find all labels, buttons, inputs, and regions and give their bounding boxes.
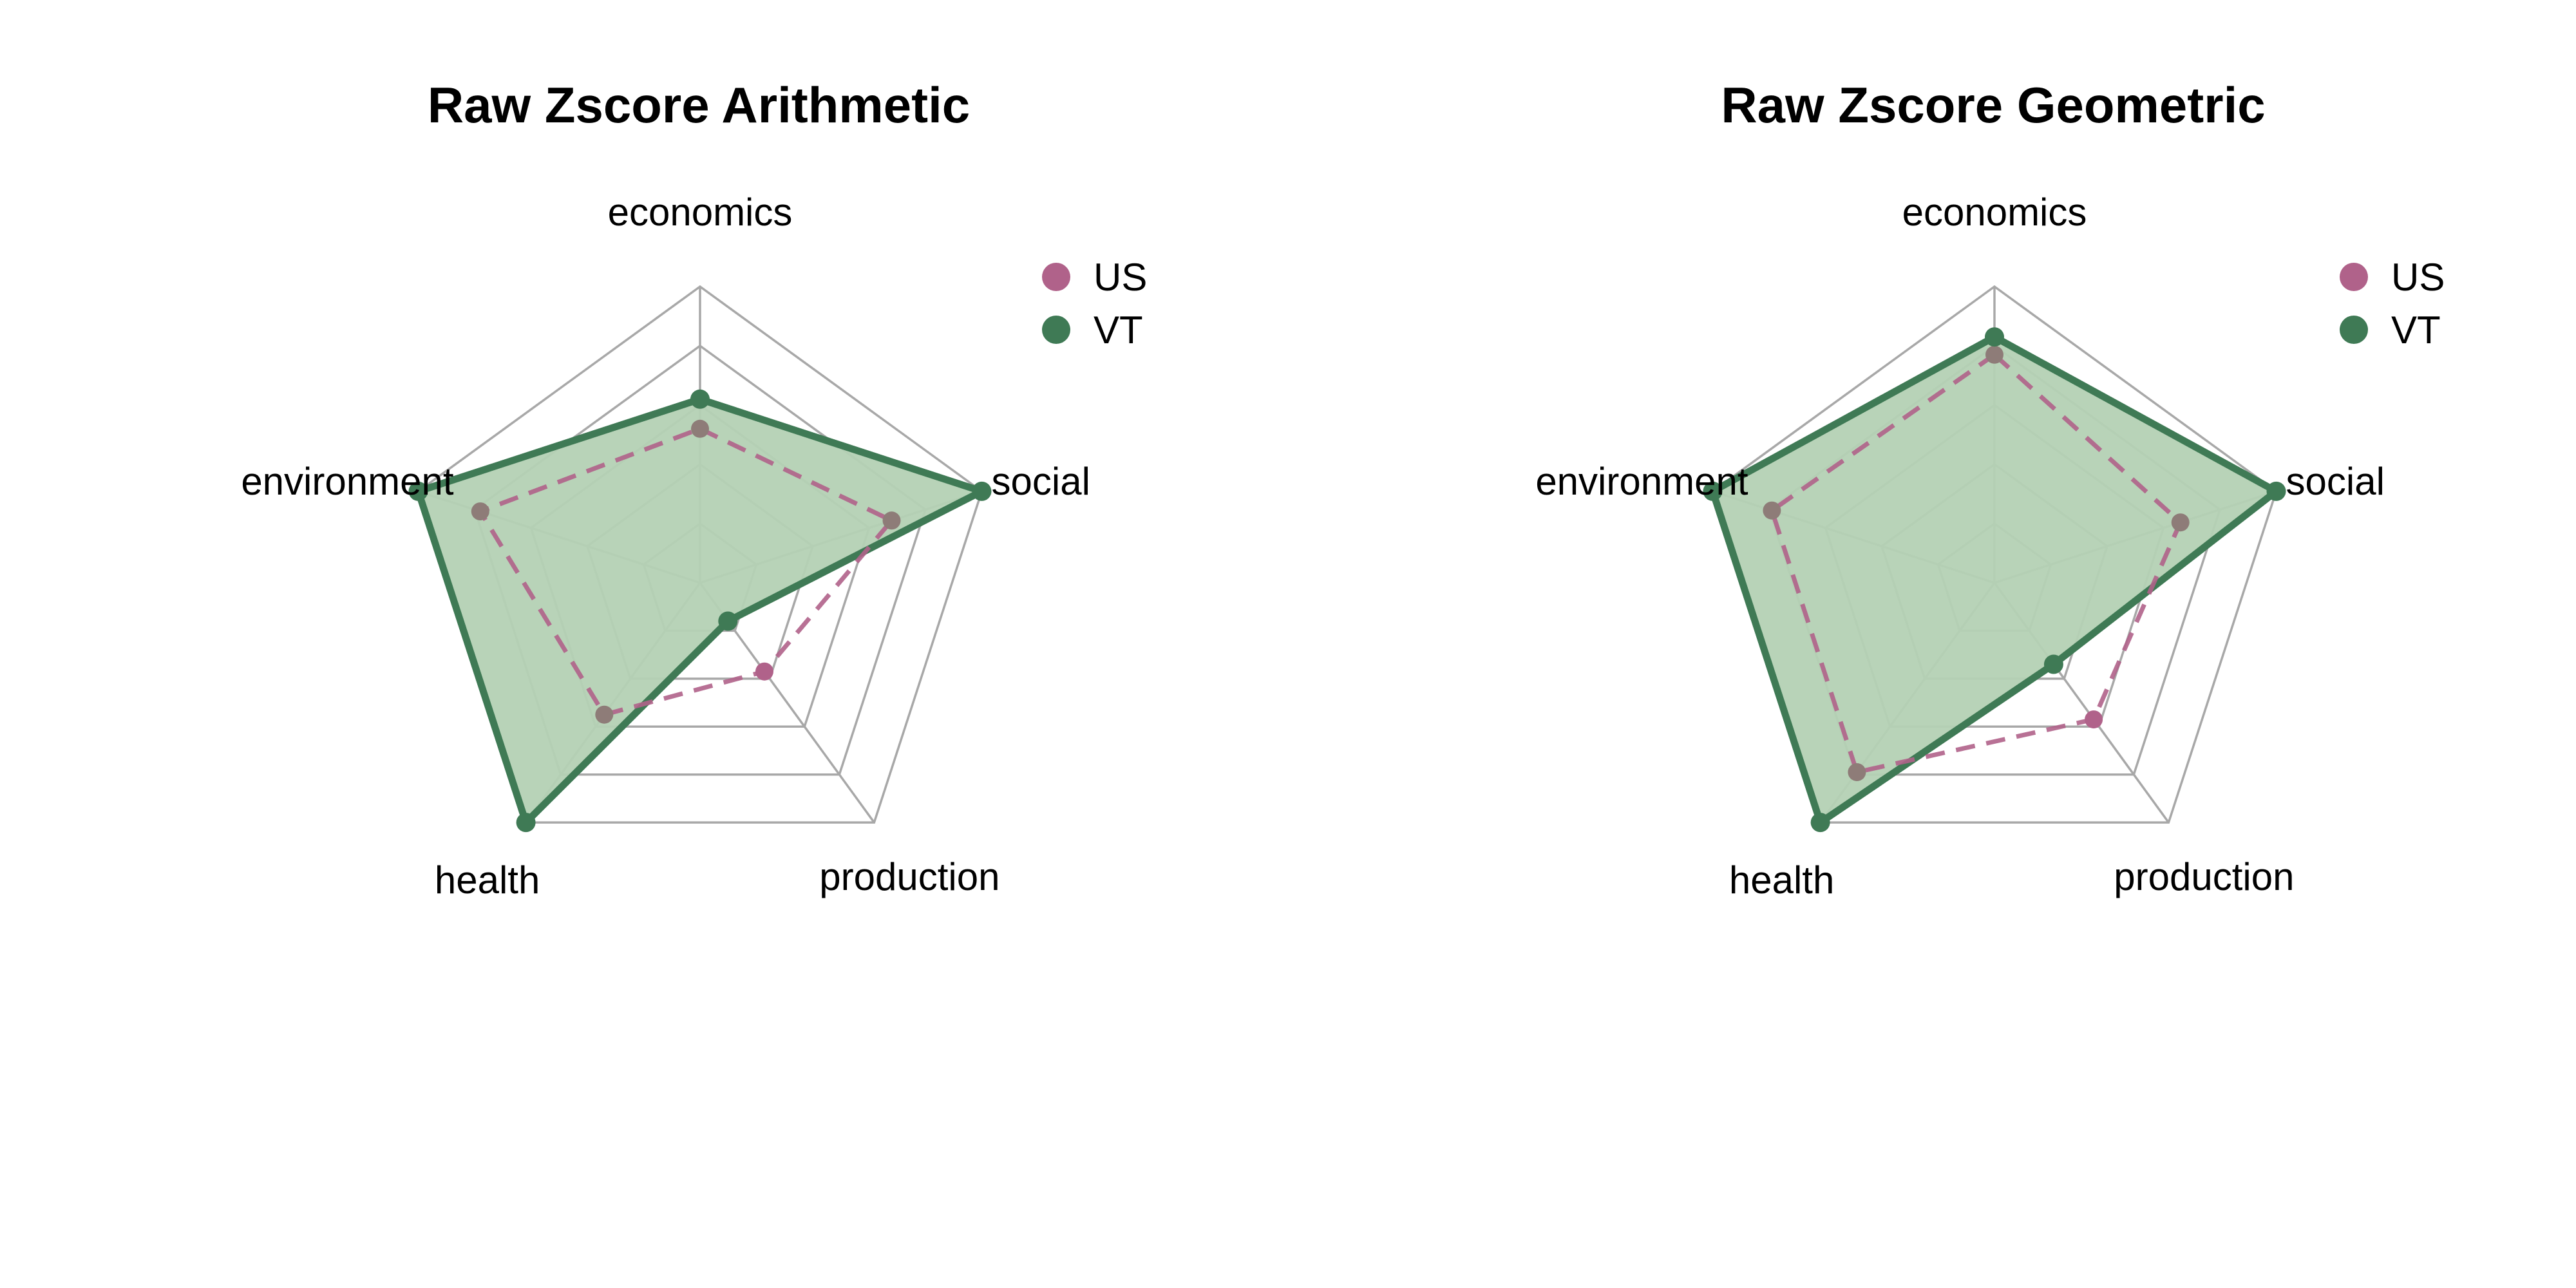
grid-ring bbox=[417, 285, 983, 824]
point-vt-production bbox=[718, 611, 738, 631]
legend-marker-vt bbox=[2340, 316, 2368, 344]
legend-marker-vt bbox=[1042, 316, 1070, 344]
series-area-vt bbox=[415, 395, 985, 826]
axis-label-economics: economics bbox=[1902, 191, 2087, 234]
chart-title: Raw Zscore Geometric bbox=[1721, 77, 2265, 133]
legend: US VT bbox=[2340, 256, 2445, 352]
point-vt-health bbox=[1810, 813, 1830, 833]
legend-label-us: US bbox=[1094, 256, 1147, 299]
axis-label-social: social bbox=[992, 460, 1090, 503]
axis-label-production: production bbox=[819, 855, 999, 898]
legend-label-us: US bbox=[2391, 256, 2445, 299]
point-us-environment bbox=[1763, 501, 1781, 520]
point-vt-production bbox=[2043, 654, 2063, 674]
grid-ring bbox=[1711, 285, 2278, 824]
axis-label-health: health bbox=[435, 858, 540, 902]
point-us-environment bbox=[471, 502, 489, 521]
legend-label-vt: VT bbox=[1094, 308, 1143, 352]
axis-label-environment: environment bbox=[241, 460, 454, 503]
axis-labels: economics social production health environme… bbox=[241, 191, 1090, 902]
point-us-production bbox=[755, 662, 773, 681]
point-us-health bbox=[595, 705, 614, 724]
point-vt-environment bbox=[408, 481, 428, 501]
point-vt-health bbox=[516, 813, 536, 833]
point-vt-economics bbox=[1985, 327, 2004, 347]
axis-label-social: social bbox=[2286, 460, 2385, 503]
legend-label-vt: VT bbox=[2391, 308, 2441, 352]
radar-chart-arithmetic: Raw Zscore Arithmetic economics social pro… bbox=[241, 77, 1147, 902]
point-vt-social bbox=[972, 481, 992, 501]
legend: US VT bbox=[1042, 256, 1147, 352]
axis-label-health: health bbox=[1729, 858, 1834, 902]
point-us-health bbox=[1848, 763, 1866, 781]
point-us-social bbox=[882, 511, 901, 530]
radar-series bbox=[408, 389, 992, 833]
radar-series bbox=[1703, 327, 2286, 833]
radar-chart-geometric: Raw Zscore Geometric economics social prod… bbox=[1535, 77, 2445, 902]
point-vt-social bbox=[2266, 481, 2286, 501]
point-us-economics bbox=[691, 419, 709, 438]
point-vt-economics bbox=[690, 389, 710, 409]
point-vt-environment bbox=[1703, 481, 1723, 501]
chart-title: Raw Zscore Arithmetic bbox=[428, 77, 970, 133]
legend-marker-us bbox=[2340, 263, 2368, 291]
series-line-us bbox=[1769, 352, 2183, 775]
axis-label-economics: economics bbox=[608, 191, 793, 234]
series-line-us bbox=[478, 426, 894, 717]
series-area-vt bbox=[1709, 333, 2280, 826]
axis-label-environment: environment bbox=[1535, 460, 1748, 503]
point-us-social bbox=[2171, 513, 2190, 532]
axis-labels: economics social production health environme… bbox=[1535, 191, 2385, 902]
legend-marker-us bbox=[1042, 263, 1070, 291]
point-us-production bbox=[2085, 710, 2103, 729]
axis-label-production: production bbox=[2114, 855, 2294, 898]
point-us-economics bbox=[1985, 345, 2003, 364]
